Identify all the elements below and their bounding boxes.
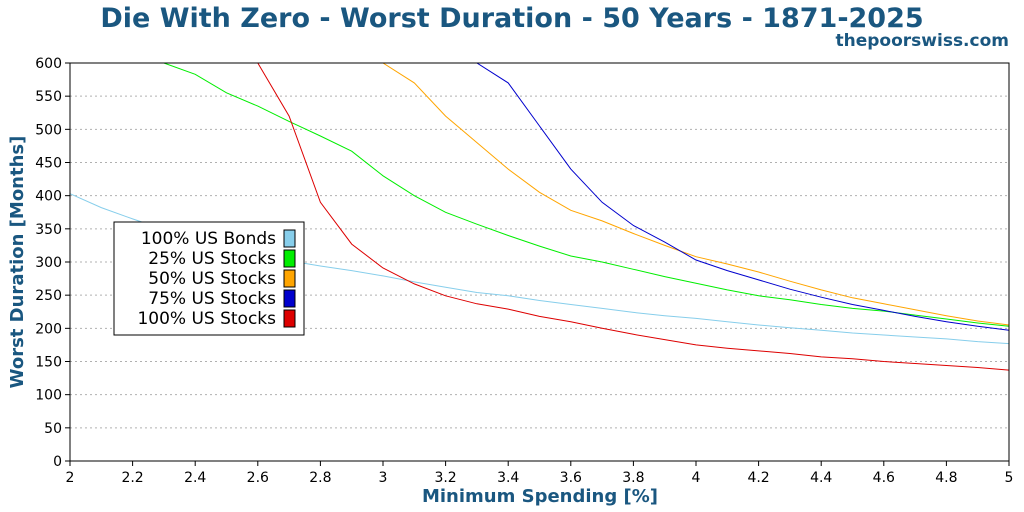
tick-label-y: 400 (35, 189, 62, 205)
tick-label-x: 2.8 (309, 470, 331, 486)
legend-label: 75% US Stocks (148, 289, 276, 309)
legend-swatch (283, 229, 296, 248)
tick-label-x: 4 (692, 470, 701, 486)
x-axis-label: Minimum Spending [%] (422, 486, 658, 507)
tick-label-x: 3.6 (560, 470, 582, 486)
tick-label-x: 2 (66, 470, 75, 486)
legend-swatch (283, 249, 296, 268)
legend-label: 100% US Bonds (141, 229, 276, 249)
legend-swatch (283, 269, 296, 288)
legend-box (113, 221, 305, 336)
legend-label: 50% US Stocks (148, 269, 276, 289)
legend-label: 100% US Stocks (137, 309, 276, 329)
tick-label-x: 4.8 (935, 470, 957, 486)
tick-label-x: 4.4 (810, 470, 832, 486)
tick-label-y: 100 (35, 388, 62, 404)
legend-label: 25% US Stocks (148, 249, 276, 269)
tick-label-y: 550 (35, 89, 62, 105)
tick-label-x: 2.4 (184, 470, 206, 486)
tick-label-x: 2.6 (247, 470, 269, 486)
tick-label-x: 3.8 (622, 470, 644, 486)
legend-swatch (283, 309, 296, 328)
tick-label-x: 3.2 (434, 470, 456, 486)
tick-label-x: 5 (1005, 470, 1014, 486)
chart-title: Die With Zero - Worst Duration - 50 Year… (100, 3, 923, 34)
tick-label-y: 600 (35, 56, 62, 72)
legend-swatch (283, 289, 296, 308)
tick-label-y: 200 (35, 321, 62, 337)
tick-label-y: 450 (35, 156, 62, 172)
tick-label-x: 2.2 (121, 470, 143, 486)
tick-label-y: 350 (35, 222, 62, 238)
tick-label-x: 4.2 (747, 470, 769, 486)
y-axis-label: Worst Duration [Months] (7, 136, 28, 389)
tick-label-y: 300 (35, 255, 62, 271)
tick-label-y: 0 (53, 454, 62, 470)
tick-label-x: 4.6 (873, 470, 895, 486)
axis-ticks: 0 50 100 150 200 250 300 350 400 450 500 550 600 2 2.2… (35, 56, 1013, 486)
site-name: thepoorswiss.com (836, 31, 1010, 51)
tick-label-y: 150 (35, 355, 62, 371)
tick-label-y: 500 (35, 122, 62, 138)
tick-label-y: 250 (35, 288, 62, 304)
tick-label-y: 50 (44, 421, 62, 437)
series-line-2 (70, 62, 1010, 327)
tick-label-x: 3 (379, 470, 388, 486)
tick-label-x: 3.4 (497, 470, 519, 486)
